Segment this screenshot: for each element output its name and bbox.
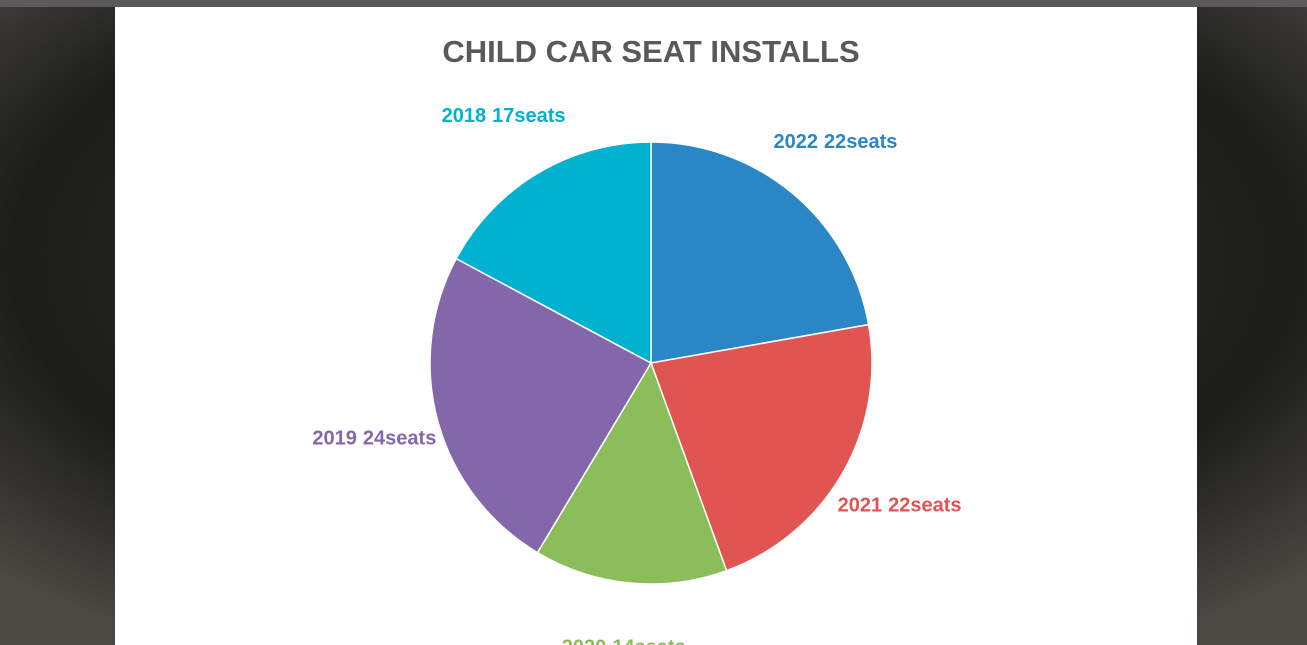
slice-category: 2020 xyxy=(562,637,607,645)
slice-label: 2019 24seats xyxy=(312,428,436,450)
slice-value: 22seats xyxy=(824,131,897,153)
slice-value: 17seats xyxy=(492,105,565,127)
slice-label: 2018 17seats xyxy=(442,105,566,127)
pie-slice xyxy=(429,257,653,554)
slice-category: 2018 xyxy=(442,105,487,127)
slice-category: 2021 xyxy=(838,495,883,517)
slice-label: 2022 22seats xyxy=(774,131,898,153)
slice-label: 2021 22seats xyxy=(838,495,962,517)
chart-title: CHILD CAR SEAT INSTALLS xyxy=(442,34,859,69)
pie-slice xyxy=(649,323,873,572)
pie-slice xyxy=(536,361,728,585)
slice-category: 2019 xyxy=(312,428,357,450)
slice-category: 2022 xyxy=(774,131,819,153)
pie-slice xyxy=(455,141,652,365)
pie-slice xyxy=(650,141,870,364)
slice-value: 24seats xyxy=(363,428,436,450)
slice-label: 2020 14seats xyxy=(562,637,686,645)
pie: 202222seats202122seats202014seats201924s… xyxy=(312,105,961,645)
slice-value: 14seats xyxy=(612,637,685,645)
slice-value: 22seats xyxy=(888,495,961,517)
top-strip xyxy=(0,0,1307,7)
